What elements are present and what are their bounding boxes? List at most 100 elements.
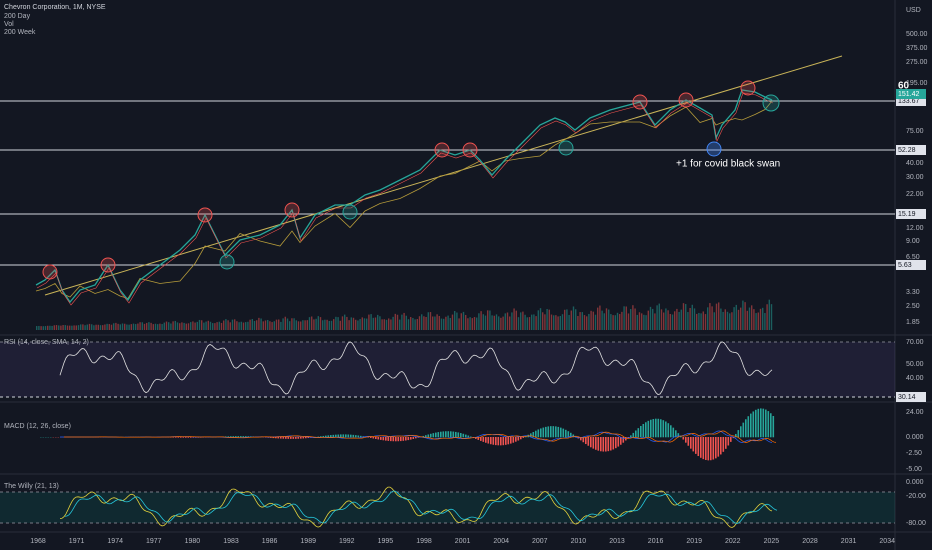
macd-bar [505,437,507,445]
willy-signal [64,490,778,524]
volume-bar [227,320,229,330]
axis-label: 275.00 [906,59,928,66]
axis-labels: 500.00 375.00 275.00 195.00 75.00 40.00 30.00 2… [30,31,927,545]
rsi-band [0,342,895,397]
volume-bar [165,321,168,330]
macd-bar [375,437,377,439]
volume-bar [159,323,161,330]
volume-bar [586,316,588,330]
volume-bar [341,316,344,330]
volume-bar [370,314,372,330]
macd-bar [495,437,497,446]
volume-bar [392,316,394,330]
macd-bar [765,409,767,438]
volume-bar [269,321,271,330]
time-label: 2016 [648,538,664,545]
volume-bar [381,319,383,330]
volume-bar [73,325,75,330]
volume-bar [260,318,262,330]
volume-bar [674,311,676,330]
time-label: 1968 [30,538,46,545]
macd-bar [337,434,340,438]
macd-bar [657,418,660,438]
macd-bar [290,437,292,439]
volume-bar [121,323,124,330]
volume-bar [317,316,319,330]
annotation: 60 [898,81,910,92]
volume-bar [764,313,766,330]
volume-bar [302,320,304,330]
time-label: 2034 [879,538,895,545]
macd-bar [730,437,732,442]
marker [100,257,116,273]
volume-bar [625,306,627,330]
volume-bar [40,326,42,330]
macd-bar [647,420,650,438]
axis-label: -80.00 [906,520,926,527]
axis-label: 375.00 [906,45,928,52]
macd-bar [382,437,385,441]
volume-bar [242,322,245,330]
macd-bar [380,437,382,440]
macd-bar [442,431,445,438]
volume-bar [264,320,267,330]
volume-bar [135,324,137,330]
volume-bar [658,303,660,330]
volume-bar [557,316,559,330]
volume-bar [262,321,264,330]
price-tag-label: 30.14 [898,394,916,401]
axis-label: 24.00 [906,409,924,416]
volume-bar [205,321,207,330]
volume-bar [179,323,181,330]
macd-bar [595,437,597,450]
volume-bar [143,323,146,330]
time-label: 1977 [146,538,162,545]
volume-bar [172,321,174,330]
volume-bar [553,315,555,330]
time-label: 2022 [725,538,741,545]
volume-bar [581,312,583,330]
macd-bar [747,416,750,438]
macd-bar [187,437,190,438]
volume-bar [218,321,220,330]
volume-bar [231,319,234,330]
volume-bar [590,310,592,330]
volume-bar [663,312,665,330]
volume-bar [300,321,302,330]
price-tag [896,89,926,99]
volume-bar [212,323,214,330]
volume-bar [421,314,423,330]
macd-bar [700,437,702,458]
volume-bar [93,325,95,330]
macd-bar [372,437,375,439]
volume-bar [282,318,284,330]
volume-bar [394,313,396,330]
axis-label: -20.00 [906,493,926,500]
time-label: 2031 [841,538,857,545]
macd-bar [402,437,405,441]
volume-bar [315,318,317,330]
macd-bar [285,437,287,439]
macd-bar [762,408,765,438]
macd-bar [642,423,645,438]
volume-bar [229,322,231,330]
macd-bar [482,437,485,442]
macd-bar [172,437,175,438]
volume-bar [720,308,722,330]
macd-bar [722,437,725,452]
volume-bar [198,319,201,330]
volume-bar [405,315,407,330]
macd-bar [385,437,387,441]
macd-bar [570,432,572,438]
macd-bar [680,436,682,438]
volume-bar [542,312,544,330]
macd-bar [355,435,357,438]
volume-bar [601,310,603,330]
volume-bar [280,321,282,330]
volume-bar [564,309,566,330]
volume-bar [412,317,414,330]
volume-bar [696,313,698,330]
volume-bar [139,322,141,330]
macd-bar [292,437,295,439]
macd-bar [190,437,192,438]
